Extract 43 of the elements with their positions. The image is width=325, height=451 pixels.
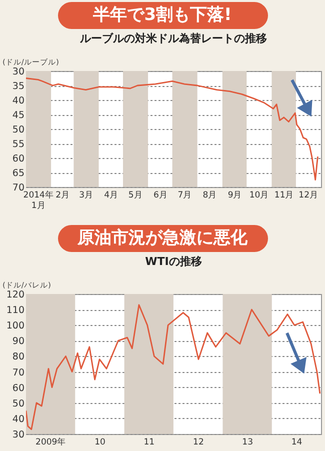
y-tick-label: 65 xyxy=(12,168,24,179)
y-tick-label: 50 xyxy=(12,124,24,136)
x-tick-label: 14 xyxy=(291,438,302,448)
x-tick-label: 11月 xyxy=(274,190,294,200)
x-tick-label: 11 xyxy=(144,438,155,448)
x-tick-label: 3月 xyxy=(79,190,94,200)
y-tick-label: 110 xyxy=(6,305,24,316)
x-tick-label: 2014年 1月 xyxy=(23,190,54,211)
chart-subtitle: ルーブルの対米ドル為替レートの推移 xyxy=(79,32,267,45)
y-tick-label: 70 xyxy=(12,367,24,378)
y-tick-label: 60 xyxy=(12,382,24,394)
x-tick-label: 13 xyxy=(242,438,253,448)
x-tick-label: 12 xyxy=(193,438,204,448)
y-tick-label: 50 xyxy=(12,398,24,410)
line-series xyxy=(26,78,318,180)
y-tick-label: 30 xyxy=(12,66,24,78)
y-tick-label: 30 xyxy=(12,430,24,440)
chart-title: 半年で3割も下落! xyxy=(58,2,268,29)
y-tick-label: 40 xyxy=(12,414,24,425)
x-tick-label: 6月 xyxy=(153,190,168,200)
x-tick-label: 4月 xyxy=(104,190,119,200)
x-tick-label: 10月 xyxy=(249,190,270,200)
x-tick-label: 2月 xyxy=(56,190,70,200)
chart-title: 原油市況が急激に悪化 xyxy=(58,225,268,252)
x-tick-label: 7月 xyxy=(178,190,192,200)
x-tick-label: 12月 xyxy=(298,190,318,200)
x-tick-label: 2009年 xyxy=(36,436,66,448)
y-tick-label: 55 xyxy=(12,139,24,150)
x-tick-label: 5月 xyxy=(128,190,143,200)
y-tick-label: 70 xyxy=(12,182,24,194)
y-tick-label: 80 xyxy=(12,352,24,363)
y-tick-label: 45 xyxy=(12,110,24,121)
y-tick-label: 100 xyxy=(6,320,24,332)
x-tick-label: 9月 xyxy=(228,190,242,200)
line-series xyxy=(26,304,321,430)
y-tick-label: 60 xyxy=(12,154,24,164)
x-tick-label: 10 xyxy=(94,438,106,448)
y-tick-label: 90 xyxy=(12,336,24,348)
y-tick-label: 120 xyxy=(6,290,24,300)
y-tick-label: 40 xyxy=(12,96,24,106)
chart-subtitle: WTIの推移 xyxy=(145,255,202,268)
y-tick-label: 35 xyxy=(12,81,24,92)
x-tick-label: 8月 xyxy=(202,190,218,200)
